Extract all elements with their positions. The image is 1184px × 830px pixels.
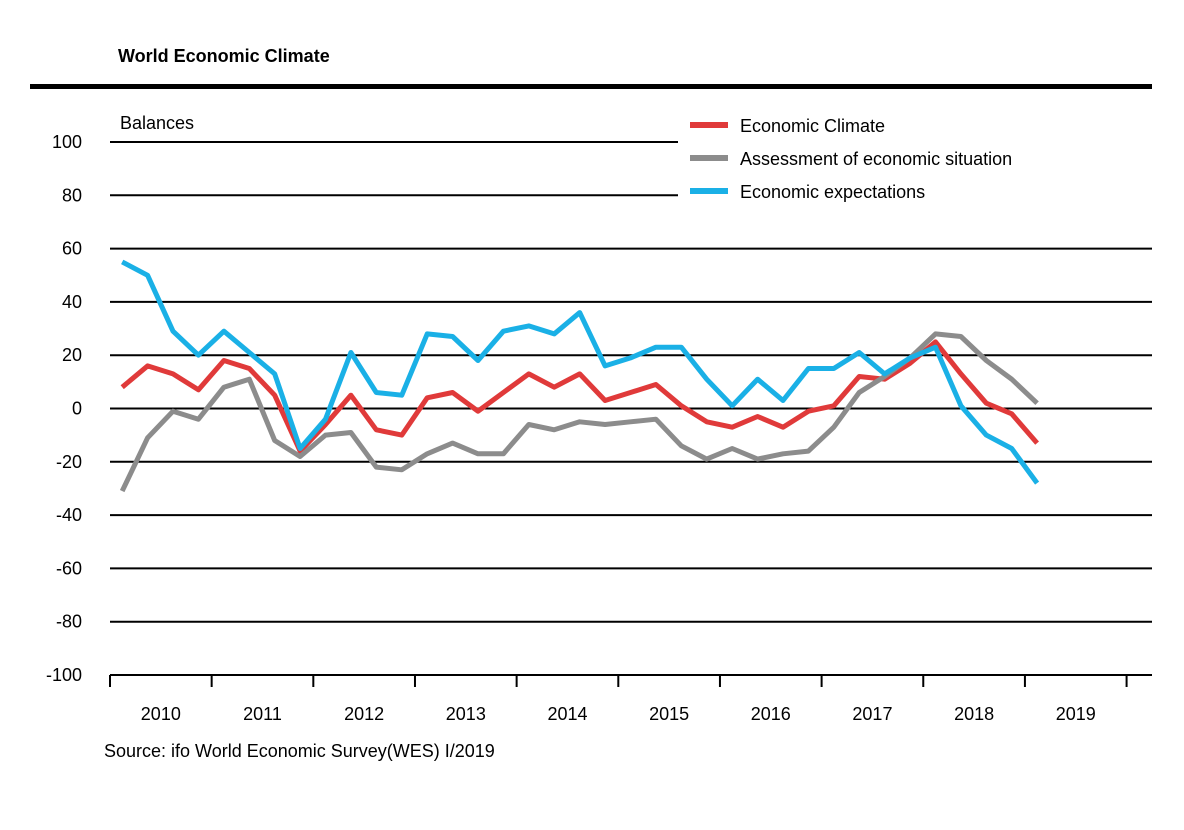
y-tick-label: 80 [62, 185, 82, 205]
y-tick-label: -20 [56, 452, 82, 472]
y-tick-label: 100 [52, 132, 82, 152]
y-tick-label: 40 [62, 292, 82, 312]
y-tick-label: 0 [72, 399, 82, 419]
x-tick-label: 2010 [141, 704, 181, 724]
legend-label: Assessment of economic situation [740, 149, 1012, 169]
y-tick-label: -80 [56, 612, 82, 632]
y-tick-label: -40 [56, 505, 82, 525]
x-tick-label: 2016 [751, 704, 791, 724]
y-tick-label: -60 [56, 558, 82, 578]
y-tick-label: 20 [62, 345, 82, 365]
y-axis-label: Balances [120, 113, 195, 133]
chart-title: World Economic Climate [118, 46, 330, 66]
series-line-assessment-of-economic-situation [119, 331, 1039, 493]
x-tick-label: 2017 [852, 704, 892, 724]
y-tick-label: -100 [46, 665, 82, 685]
x-tick-label: 2018 [954, 704, 994, 724]
x-tick-label: 2019 [1056, 704, 1096, 724]
x-tick-label: 2012 [344, 704, 384, 724]
series-line-economic-expectations [121, 259, 1040, 485]
x-tick-label: 2013 [446, 704, 486, 724]
x-tick-label: 2015 [649, 704, 689, 724]
source-note: Source: ifo World Economic Survey(WES) I… [104, 741, 495, 761]
title-rule [30, 84, 1152, 89]
y-tick-label: 60 [62, 239, 82, 259]
x-tick-label: 2014 [547, 704, 587, 724]
legend-label: Economic Climate [740, 116, 885, 136]
x-tick-label: 2011 [243, 704, 282, 724]
legend-label: Economic expectations [740, 182, 925, 202]
